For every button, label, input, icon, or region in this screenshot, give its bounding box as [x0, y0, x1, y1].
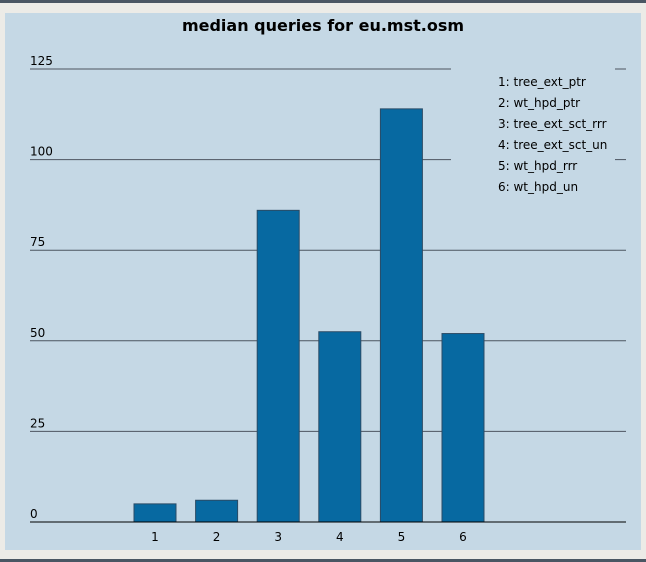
legend-entry: 6: wt_hpd_un: [498, 180, 578, 194]
y-tick-label: 25: [30, 416, 45, 430]
legend-entry: 4: tree_ext_sct_un: [498, 138, 607, 152]
bars: [133, 108, 485, 523]
bar: [379, 108, 423, 523]
y-tick-label: 125: [30, 54, 53, 68]
x-tick-label: 5: [398, 530, 406, 544]
y-tick-label: 100: [30, 145, 53, 159]
y-axis-ticks: 0 25 50 75 100 125: [30, 54, 53, 521]
legend-entry: 3: tree_ext_sct_rrr: [498, 117, 607, 131]
x-tick-label: 2: [213, 530, 221, 544]
bar: [441, 333, 485, 523]
x-tick-label: 4: [336, 530, 344, 544]
bar: [195, 499, 239, 523]
x-tick-label: 6: [459, 530, 467, 544]
x-axis-ticks: 1 2 3 4 5 6: [151, 530, 467, 544]
legend-entry: 2: wt_hpd_ptr: [498, 96, 580, 110]
y-tick-label: 0: [30, 507, 38, 521]
bar: [318, 331, 362, 523]
y-tick-label: 50: [30, 326, 45, 340]
chart-title: median queries for eu.mst.osm: [182, 16, 464, 35]
legend: 1: tree_ext_ptr 2: wt_hpd_ptr 3: tree_ext_…: [498, 75, 607, 194]
y-tick-label: 75: [30, 235, 45, 249]
legend-entry: 1: tree_ext_ptr: [498, 75, 586, 89]
bar: [256, 209, 300, 523]
legend-entry: 5: wt_hpd_rrr: [498, 159, 577, 173]
window-top-border: [0, 0, 646, 3]
bar-chart: 0 25 50 75 100 125 1 2 3 4 5 6 median queries for …: [30, 16, 626, 544]
x-tick-label: 1: [151, 530, 159, 544]
bar: [133, 503, 177, 523]
chart-panel: 0 25 50 75 100 125 1 2 3 4 5 6 median queries for …: [5, 13, 641, 550]
x-tick-label: 3: [274, 530, 282, 544]
window-bottom-border: [0, 559, 646, 562]
